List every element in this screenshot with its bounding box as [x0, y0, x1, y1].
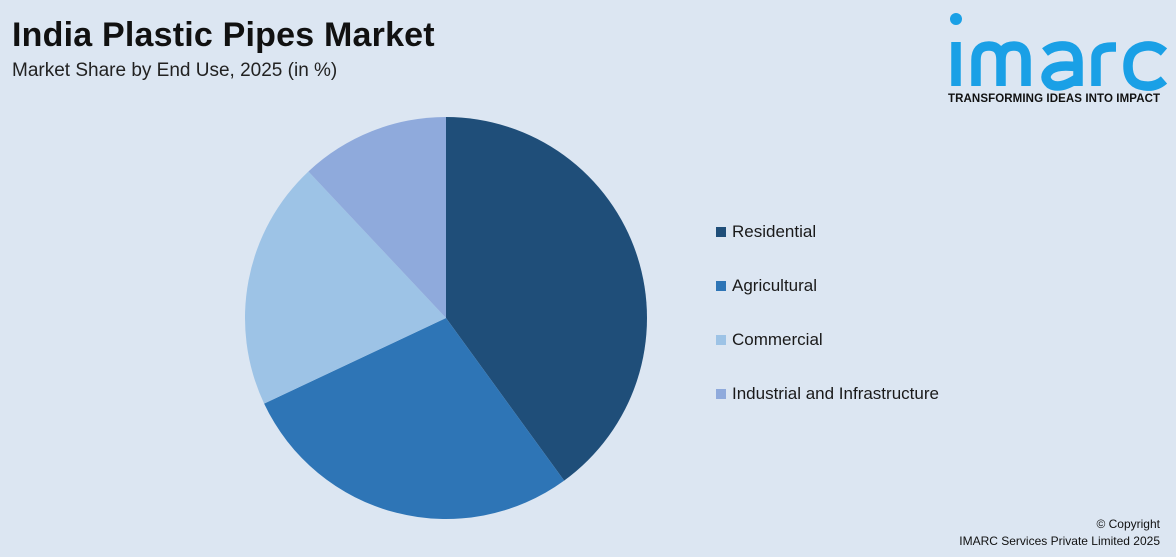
- copyright-line-2: IMARC Services Private Limited 2025: [959, 534, 1160, 548]
- chart-legend: Residential Agricultural Commercial Industr…: [716, 220, 939, 436]
- pie-slice-agricultural: [264, 318, 565, 519]
- logo-letter-a: [1041, 41, 1083, 91]
- pie-slice-residential: [446, 117, 647, 481]
- legend-label: Agricultural: [732, 276, 818, 295]
- legend-item-agricultural: Agricultural: [716, 274, 939, 298]
- copyright-notice: © Copyright IMARC Services Private Limit…: [959, 516, 1160, 550]
- chart-subtitle: Market Share by End Use, 2025 (in %): [12, 60, 338, 81]
- legend-swatch: [716, 281, 726, 291]
- legend-swatch: [716, 335, 726, 345]
- pie-slice-industrial-and-infrastructure: [308, 117, 446, 318]
- logo-letter-r: [1091, 42, 1117, 86]
- pie-chart: [245, 117, 647, 519]
- logo-tagline: TRANSFORMING IDEAS INTO IMPACT: [948, 93, 1161, 105]
- logo-letter-m: [971, 41, 1031, 86]
- pie-slice-commercial: [245, 171, 446, 404]
- legend-item-residential: Residential: [716, 220, 939, 244]
- imarc-wordmark: [950, 13, 1168, 91]
- legend-label: Commercial: [732, 330, 823, 349]
- legend-item-industrial-and-infrastructure: Industrial and Infrastructure: [716, 382, 939, 406]
- legend-item-commercial: Commercial: [716, 328, 939, 352]
- imarc-logo: TRANSFORMING IDEAS INTO IMPACT: [944, 10, 1172, 110]
- legend-label: Industrial and Infrastructure: [732, 384, 939, 403]
- logo-i-dot: [950, 13, 962, 25]
- copyright-line-1: © Copyright: [1096, 517, 1160, 531]
- logo-letter-c: [1123, 41, 1168, 91]
- legend-label: Residential: [732, 222, 817, 241]
- legend-swatch: [716, 227, 726, 237]
- chart-title: India Plastic Pipes Market: [12, 16, 435, 54]
- legend-swatch: [716, 389, 726, 399]
